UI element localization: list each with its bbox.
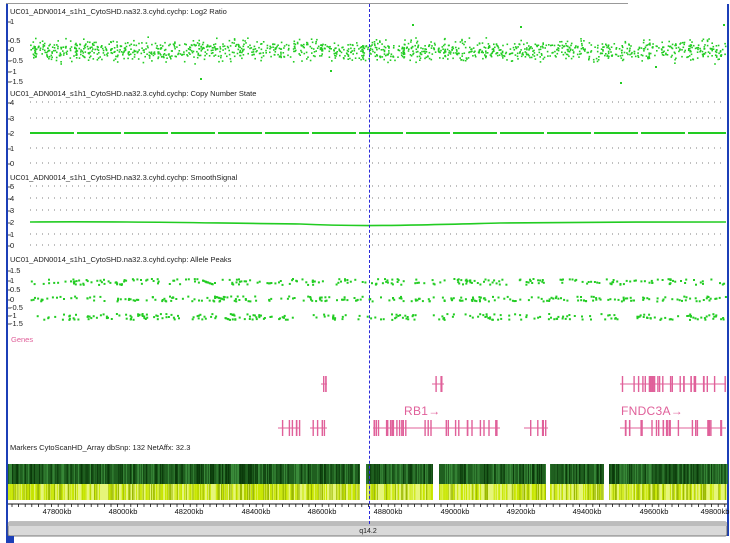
track-title-markers[interactable]: Markers CytoScanHD_Array dbSnp: 132 NetA… [10, 443, 191, 452]
marker-snp-ticks [8, 484, 726, 500]
marker-gap [433, 464, 439, 500]
gene-feature [310, 420, 327, 436]
top-divider [6, 3, 628, 4]
track-title-log2-ratio[interactable]: UC01_ADN0014_s1h1_CytoSHD.na32.3.cyhd.cy… [10, 7, 227, 16]
genes-track-title[interactable]: Genes [11, 335, 34, 344]
track-title-copy-number[interactable]: UC01_ADN0014_s1h1_CytoSHD.na32.3.cyhd.cy… [10, 89, 257, 98]
kb-label: 49600kb [639, 507, 669, 516]
log2-tick: 0.5 [10, 36, 21, 45]
gene-feature-fndc3a-upper [620, 376, 726, 392]
kb-label: 47800kb [42, 507, 72, 516]
gene-label-rb1[interactable]: RB1→ [404, 404, 441, 418]
smooth-tick: 1 [10, 230, 15, 239]
kb-label: 48600kb [307, 507, 337, 516]
cn-tick: 1 [10, 144, 15, 153]
kb-label: 48000kb [108, 507, 138, 516]
marker-gap [604, 464, 609, 500]
log2-tick: -1.5 [10, 77, 23, 86]
scrollbar-corner[interactable] [6, 536, 14, 543]
cytoband-bar-shade [8, 522, 727, 526]
kb-label: 49000kb [440, 507, 470, 516]
track-title-allele-peaks[interactable]: UC01_ADN0014_s1h1_CytoSHD.na32.3.cyhd.cy… [10, 255, 232, 264]
log2-ratio-points [30, 24, 727, 84]
position-axis-ticks [11, 504, 726, 507]
marker-gap [360, 464, 366, 500]
gene-feature-rb1 [373, 420, 500, 436]
log2-tick: 0 [10, 45, 15, 54]
smooth-tick: 5 [10, 182, 15, 191]
track-title-smooth-signal[interactable]: UC01_ADN0014_s1h1_CytoSHD.na32.3.cyhd.cy… [10, 173, 238, 182]
log2-tick: -0.5 [10, 56, 23, 65]
smooth-signal-line [29, 220, 727, 227]
allele-tick: -1 [10, 311, 17, 320]
allele-tick: 1.5 [10, 266, 21, 275]
gene-label-fndc3a[interactable]: FNDC3A→ [621, 404, 684, 418]
kb-label: 48400kb [241, 507, 271, 516]
allele-tick: -0.5 [10, 303, 23, 312]
right-frame-border [727, 4, 729, 536]
kb-label: 48200kb [174, 507, 204, 516]
cn-tick: 4 [10, 98, 15, 107]
smooth-tick: 4 [10, 194, 15, 203]
kb-label: 49400kb [572, 507, 602, 516]
left-frame-border [6, 4, 8, 536]
gene-feature [321, 376, 327, 392]
allele-tick: 0 [10, 295, 15, 304]
marker-gap [546, 464, 550, 500]
kb-label: 48800kb [373, 507, 403, 516]
cytoband-label: q14.2 [359, 528, 377, 535]
gene-feature [278, 420, 301, 436]
kb-label: 49200kb [506, 507, 536, 516]
cn-tick: 0 [10, 159, 15, 168]
log2-tick: 1 [10, 17, 15, 26]
log2-tick: -1 [10, 67, 17, 76]
gene-feature [432, 376, 444, 392]
smooth-tick: 2 [10, 218, 15, 227]
allele-tick: 0.5 [10, 285, 21, 294]
kb-label: 49800kb [700, 507, 730, 516]
allele-tick: 1 [10, 276, 15, 285]
position-cursor-line[interactable] [369, 4, 370, 524]
cn-tick: 2 [10, 129, 15, 138]
gene-feature [524, 420, 548, 436]
gene-feature-fndc3a-lower [620, 420, 726, 436]
smooth-tick: 0 [10, 241, 15, 250]
cn-tick: 3 [10, 114, 15, 123]
marker-ticks [8, 464, 728, 484]
allele-peak-points [30, 278, 727, 321]
smooth-tick: 3 [10, 206, 15, 215]
allele-tick: -1.5 [10, 319, 23, 328]
